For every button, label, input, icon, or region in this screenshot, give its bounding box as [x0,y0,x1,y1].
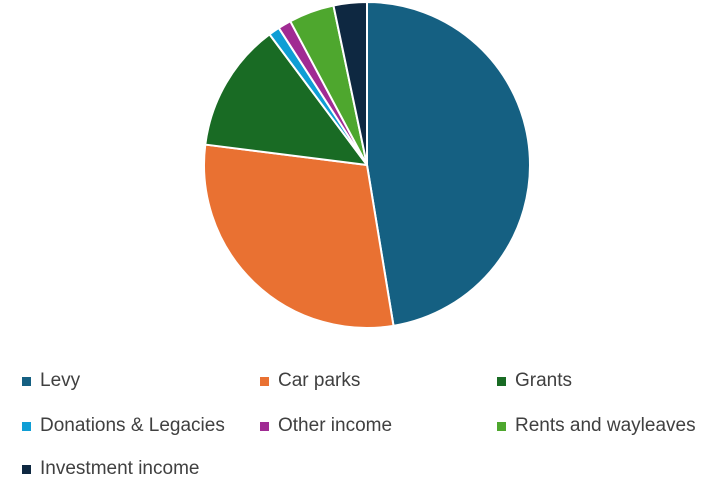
legend-item-other-income: Other income [260,415,392,437]
legend-swatch [22,376,31,386]
pie-slice-grants [204,33,368,166]
legend-label: Donations & Legacies [40,415,225,436]
legend-swatch [260,376,269,386]
pie-slice-levy [366,1,531,327]
pie-slice-investment-income [332,1,368,166]
legend-label: Rents and wayleaves [515,415,696,436]
legend-swatch [22,464,31,474]
legend-swatch [22,421,31,431]
legend-item-car-parks: Car parks [260,370,360,392]
legend-swatch [497,376,506,386]
legend-item-grants: Grants [497,370,572,392]
legend-label: Grants [515,370,573,391]
pie-chart [203,1,531,329]
legend-label: Investment income [40,458,200,479]
legend-swatch [260,421,269,431]
legend-item-levy: Levy [22,370,80,392]
legend-item-donations-legacies: Donations & Legacies [22,415,225,437]
legend-label: Car parks [278,370,361,391]
legend-item-investment-income: Investment income [22,458,199,480]
legend-item-rents-and-wayleaves: Rents and wayleaves [497,415,696,437]
legend-swatch [497,421,506,431]
legend-label: Other income [278,415,393,436]
legend-label: Levy [40,370,81,391]
pie-slice-car-parks [203,143,395,329]
